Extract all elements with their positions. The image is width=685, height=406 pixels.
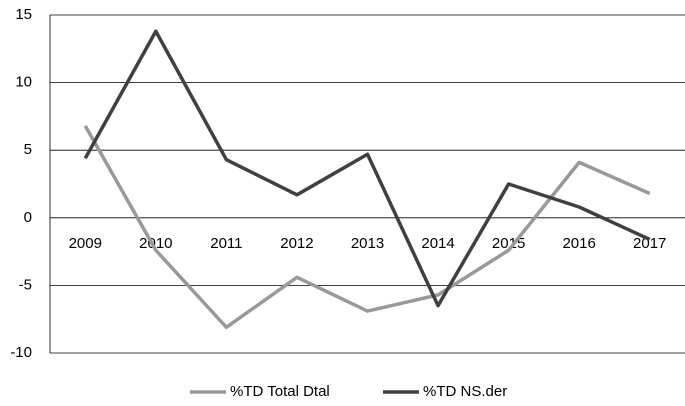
line-series <box>83 29 651 308</box>
y-tick-label: 0 <box>24 209 32 226</box>
legend-label: %TD Total Dtal <box>230 383 330 400</box>
x-tick-label: 2017 <box>633 235 666 252</box>
y-tick-label: -10 <box>10 344 32 361</box>
x-tick-label: 2009 <box>69 235 102 252</box>
x-tick-label: 2014 <box>421 235 454 252</box>
y-tick-label: -5 <box>19 276 32 293</box>
x-tick-label: 2011 <box>210 235 242 252</box>
x-tick-label: 2012 <box>280 235 313 252</box>
y-tick-label: 15 <box>15 6 32 23</box>
y-tick-label: 5 <box>24 141 32 158</box>
y-tick-label: 10 <box>15 74 32 91</box>
legend-label: %TD NS.der <box>423 383 507 400</box>
x-tick-label: 2016 <box>562 235 595 252</box>
line-series <box>83 125 651 330</box>
x-tick-label: 2013 <box>351 235 384 252</box>
